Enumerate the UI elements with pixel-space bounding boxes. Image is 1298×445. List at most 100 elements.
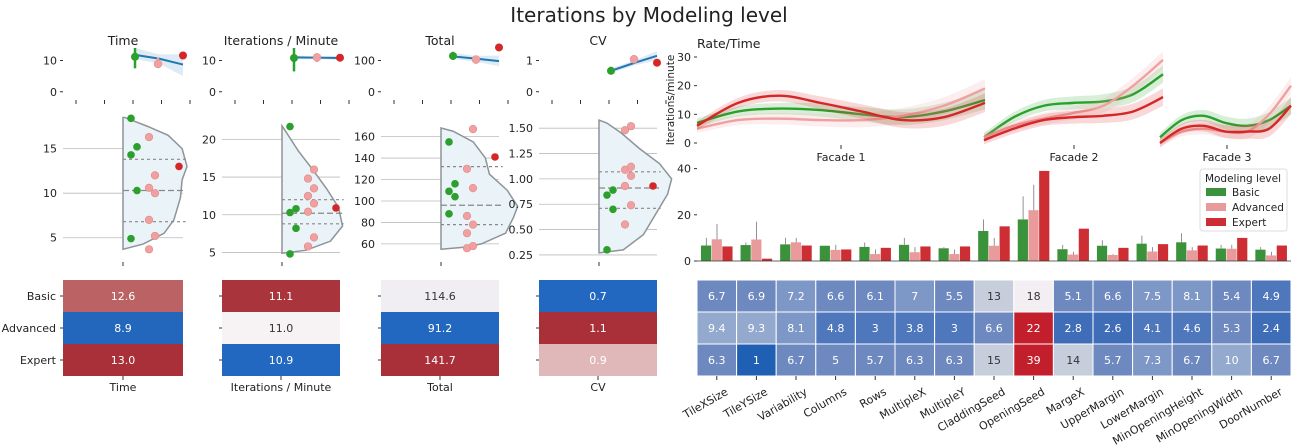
panel-title-cv: CV: [589, 33, 607, 48]
bar-advanced: [1186, 250, 1198, 261]
bar-basic: [740, 245, 751, 261]
violin-ytick-label: 5: [209, 246, 216, 259]
heatmap-cell-label: 1.1: [589, 322, 607, 335]
rate-band-basic: [697, 90, 985, 128]
scatter-ytick-label: 0: [526, 86, 533, 99]
heatmap-cell: [934, 343, 975, 377]
violin-point-advanced: [309, 165, 319, 174]
rate-time-ytick-label: 30: [677, 51, 691, 64]
violin-point-basic: [286, 250, 294, 258]
violin-point-advanced: [303, 191, 313, 201]
bar-advanced: [1226, 248, 1237, 261]
violin-point-basic: [127, 114, 135, 123]
heatmap-cell-label: 0.7: [589, 290, 607, 303]
legend-label-basic: Basic: [1232, 187, 1260, 199]
heatmap-cell: [1092, 343, 1134, 377]
bar-basic: [938, 248, 949, 261]
bar-expert: [1237, 237, 1248, 261]
heatmap-row-label: Basic: [27, 290, 56, 303]
violin-point-expert: [649, 182, 657, 190]
legend-label-advanced: Advanced: [1232, 202, 1284, 214]
heatmap-cell: [736, 343, 777, 377]
bar-basic: [1215, 248, 1226, 261]
panel-title-total: Total: [424, 33, 454, 48]
rate-line-advanced: [696, 87, 986, 130]
bar-basic: [1176, 242, 1187, 261]
violin-point-advanced: [144, 183, 154, 192]
violin-point-advanced: [626, 201, 636, 210]
heatmap-cell-label: 6.1: [866, 290, 884, 303]
heatmap-cell: [1250, 311, 1292, 345]
heatmap-cell-label: 2.6: [1104, 322, 1122, 335]
heatmap-cell: [1132, 311, 1173, 345]
facade-label: Facade 3: [1202, 151, 1251, 164]
violin-point-basic: [451, 192, 459, 201]
scatter-ytick-label: 0: [50, 86, 57, 99]
violin-point-basic: [609, 205, 617, 214]
heatmap-xlabel-iterations-per-minute: Iterations / Minute: [231, 381, 332, 394]
heatmap-cell-label: 3: [872, 322, 879, 335]
heatmap-cell: [63, 280, 183, 312]
bar-basic: [1255, 249, 1266, 261]
heatmap-cell: [63, 344, 183, 376]
bar-advanced: [751, 239, 762, 261]
heatmap-cell-label: 18: [1027, 290, 1041, 303]
heatmap-cell-label: 141.7: [424, 354, 456, 367]
heatmap-cell: [894, 311, 936, 345]
violin-ytick-label: 1.25: [509, 148, 534, 161]
scatter-ytick-label: 0: [209, 86, 216, 99]
violin-point-advanced: [468, 124, 478, 134]
violin-group: [440, 127, 519, 251]
scatter-point-basic: [131, 52, 139, 61]
scatter-point-expert: [495, 43, 503, 52]
scatter-point-expert: [179, 51, 187, 60]
bar-advanced: [1107, 254, 1118, 261]
violin-point-advanced: [620, 126, 630, 135]
bar-expert: [1039, 170, 1050, 261]
heatmap-cell: [1171, 343, 1213, 377]
violin-shape: [598, 119, 673, 254]
violin-point-basic: [286, 122, 294, 131]
legend-label-expert: Expert: [1232, 217, 1266, 229]
heatmap-cell: [1013, 343, 1054, 377]
bar-ytick-label: 40: [677, 163, 691, 176]
heatmap-cell-label: 4.1: [1144, 322, 1162, 335]
heatmap-cell-label: 5.3: [1223, 322, 1241, 335]
violin-ytick-label: 15: [43, 143, 57, 156]
violin-ytick-label: 160: [354, 131, 375, 144]
violin-point-basic: [445, 138, 453, 146]
heatmap-cell: [539, 312, 657, 344]
bar-expert: [880, 247, 891, 261]
heatmap-cell-label: 7.5: [1144, 290, 1162, 303]
violin-point-advanced: [150, 189, 160, 198]
scatter-ytick-label: 0: [368, 86, 375, 99]
heatmap-cell: [696, 343, 738, 377]
heatmap-cell: [973, 343, 1015, 377]
scatter-point-expert: [336, 53, 344, 62]
heatmap-cell: [854, 343, 896, 377]
bar-expert: [841, 249, 852, 261]
heatmap-cell-label: 6.7: [787, 354, 805, 367]
bar-expert: [1157, 244, 1169, 261]
facade-label: Facade 1: [816, 151, 865, 164]
heatmap-cell-label: 2.8: [1064, 322, 1082, 335]
heatmap-cell-label: 5.5: [946, 290, 964, 303]
violin-point-basic: [127, 151, 135, 159]
heatmap-cell-label: 5.7: [1104, 354, 1122, 367]
violin-point-advanced: [309, 233, 319, 242]
rate-line-basic: [983, 73, 1164, 139]
rate-time-ytick-label: 0: [684, 137, 691, 150]
heatmap-cell-label: 6.6: [827, 290, 845, 303]
bar-advanced: [1068, 254, 1079, 261]
rate-line-basic: [696, 98, 986, 125]
violin-point-basic: [133, 186, 141, 195]
heatmap-cell-label: 5: [832, 354, 839, 367]
bar-expert: [920, 246, 931, 261]
violin-point-advanced: [626, 162, 636, 171]
heatmap-cell-label: 9.3: [748, 322, 766, 335]
bar-basic: [1096, 245, 1108, 261]
bar-basic: [780, 244, 791, 261]
heatmap-cell: [1013, 311, 1054, 345]
violin-point-advanced: [144, 215, 154, 225]
